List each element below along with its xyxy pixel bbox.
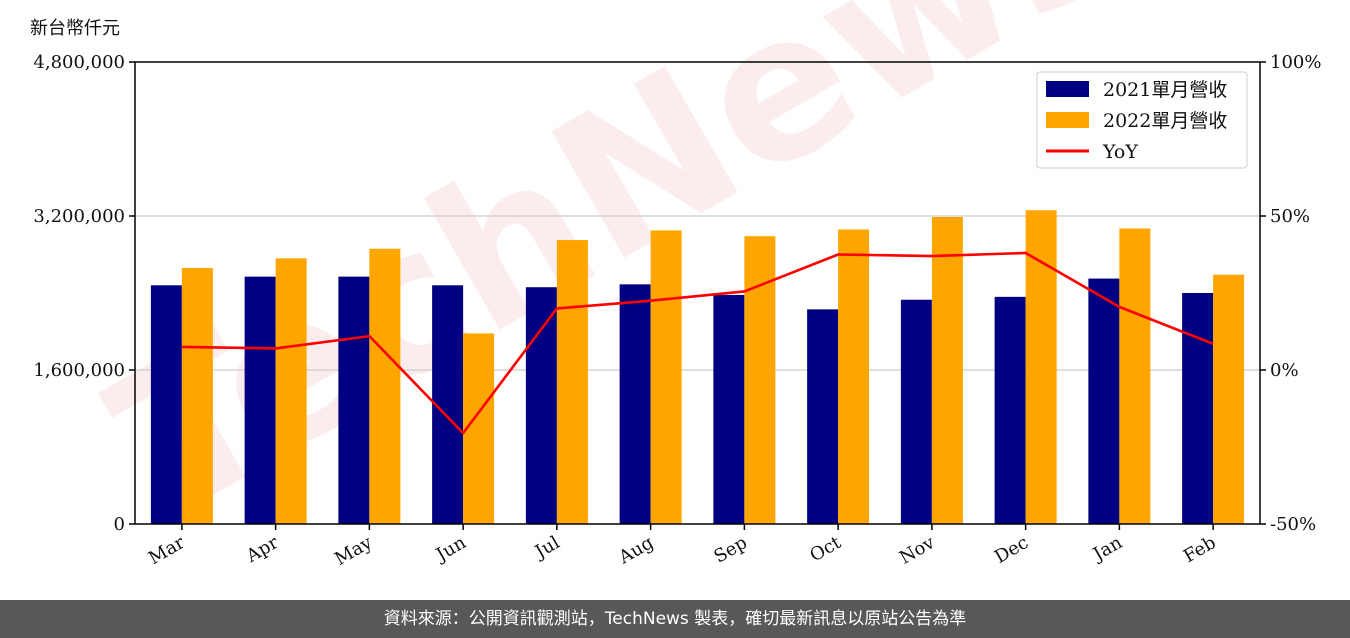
y-right-tick-label: 100% <box>1270 52 1321 73</box>
x-tick-label-feb: Feb <box>1180 532 1220 567</box>
bar-2022-sep <box>744 236 776 524</box>
yoy-line-group <box>181 251 1214 435</box>
x-tick-label-jan: Jan <box>1088 532 1126 566</box>
y-left-tick-label: 0 <box>114 514 125 535</box>
legend-label: 2022單月營收 <box>1103 110 1227 132</box>
bar-2022-may <box>369 248 401 524</box>
bar-2021-feb <box>1182 293 1214 524</box>
legend-swatch <box>1046 81 1089 97</box>
yoy-line <box>181 251 1214 435</box>
y-right-tick-label: 50% <box>1270 206 1310 227</box>
bar-2022-apr <box>275 258 307 524</box>
bar-2022-jun <box>463 333 495 524</box>
y-right-tick-label: 0% <box>1270 360 1299 381</box>
bar-2021-dec <box>994 296 1026 524</box>
x-tick-label-jul: Jul <box>530 532 564 564</box>
bar-2021-jan <box>1088 278 1120 524</box>
plot-frame <box>134 61 1261 525</box>
bar-2022-nov <box>931 216 963 524</box>
legend-label: YoY <box>1102 141 1138 163</box>
bar-2021-apr <box>244 276 276 524</box>
x-tick-label-apr: Apr <box>242 532 282 567</box>
bar-2021-aug <box>619 284 651 524</box>
bar-2022-mar <box>181 267 213 524</box>
chart: TechNews 01,600,0003,200,0004,800,000-50… <box>33 0 1321 570</box>
bar-2021-nov <box>900 299 932 524</box>
footer-source: 資料來源：公開資訊觀測站，TechNews 製表，確切最新訊息以原站公告為準 <box>0 600 1350 638</box>
x-tick-label-sep: Sep <box>710 532 750 567</box>
bar-2022-oct <box>838 229 870 524</box>
bar-2022-aug <box>650 230 682 524</box>
bar-2022-jan <box>1119 228 1151 524</box>
y-left-tick-label: 3,200,000 <box>33 206 125 227</box>
bar-2022-feb <box>1213 274 1245 524</box>
grid-lines <box>135 215 1260 371</box>
x-tick-label-nov: Nov <box>896 532 939 569</box>
bar-2021-may <box>338 276 370 524</box>
bar-2022-jul <box>556 240 588 524</box>
bar-2021-mar <box>150 285 182 524</box>
x-tick-label-may: May <box>331 532 376 570</box>
x-tick-label-dec: Dec <box>991 532 1032 568</box>
x-tick-label-oct: Oct <box>806 532 845 567</box>
bar-2021-oct <box>807 309 839 524</box>
y-left-tick-label: 1,600,000 <box>33 360 125 381</box>
legend-swatch <box>1046 112 1089 128</box>
bar-2021-jul <box>525 287 557 524</box>
bars <box>150 210 1245 524</box>
y-axis-unit-label: 新台幣仟元 <box>30 18 120 39</box>
legend-box <box>1036 71 1248 169</box>
bar-2021-sep <box>713 294 745 524</box>
bar-2022-dec <box>1025 210 1057 524</box>
legend-label: 2021單月營收 <box>1103 79 1227 101</box>
x-tick-label-jun: Jun <box>431 532 470 567</box>
y-right-tick-label: -50% <box>1270 514 1316 535</box>
legend: 2021單月營收 2022單月營收 YoY <box>1036 71 1248 169</box>
x-tick-label-aug: Aug <box>614 532 657 569</box>
y-left-tick-label: 4,800,000 <box>33 52 125 73</box>
